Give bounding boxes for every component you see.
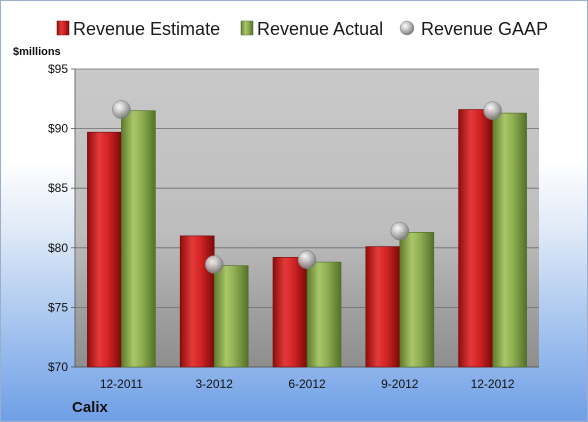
y-tick-label: $80 xyxy=(48,241,68,255)
actual-bar xyxy=(213,265,249,368)
legend-swatch-estimate xyxy=(56,20,70,36)
y-tick-label: $90 xyxy=(48,122,68,136)
y-tick-label: $70 xyxy=(48,360,68,374)
legend-label-actual: Revenue Actual xyxy=(257,19,383,39)
y-tick-label: $95 xyxy=(48,62,68,76)
x-tick-label: 12-2011 xyxy=(100,377,143,391)
x-tick-label: 9-2012 xyxy=(381,377,419,391)
actual-bar xyxy=(399,232,435,368)
estimate-bar xyxy=(272,257,308,368)
estimate-bar xyxy=(87,131,122,368)
legend-label-gaap: Revenue GAAP xyxy=(421,19,548,39)
y-tick-label: $85 xyxy=(48,181,68,195)
estimate-bar xyxy=(458,109,493,368)
actual-bar xyxy=(121,110,156,368)
x-tick-label: 6-2012 xyxy=(288,377,326,391)
gaap-markers xyxy=(112,100,502,274)
gaap-marker xyxy=(297,250,317,269)
company-label: Calix xyxy=(72,399,109,416)
legend: Revenue Estimate Revenue Actual Revenue … xyxy=(56,19,548,39)
gaap-marker xyxy=(204,255,224,274)
legend-swatch-actual xyxy=(240,20,254,36)
actual-bar xyxy=(492,112,527,368)
legend-swatch-gaap xyxy=(399,20,415,36)
y-tick-label: $75 xyxy=(48,300,68,314)
gaap-marker xyxy=(390,221,410,241)
x-tick-label: 12-2012 xyxy=(471,377,515,391)
actual-bar xyxy=(306,261,342,368)
gaap-marker xyxy=(483,101,502,120)
legend-item-revenue-actual: Revenue Actual xyxy=(240,19,383,39)
y-axis-unit-label: $millions xyxy=(13,46,61,58)
legend-label-estimate: Revenue Estimate xyxy=(73,19,220,39)
estimate-bar xyxy=(365,246,401,368)
legend-item-revenue-estimate: Revenue Estimate xyxy=(56,19,220,39)
gaap-marker xyxy=(112,100,131,119)
legend-item-revenue-gaap: Revenue GAAP xyxy=(399,19,548,39)
x-tick-label: 3-2012 xyxy=(196,377,234,391)
estimate-bar xyxy=(179,235,215,368)
x-axis-ticks: 12-2011 3-2012 6-2012 9-2012 12-2012 xyxy=(100,377,515,391)
